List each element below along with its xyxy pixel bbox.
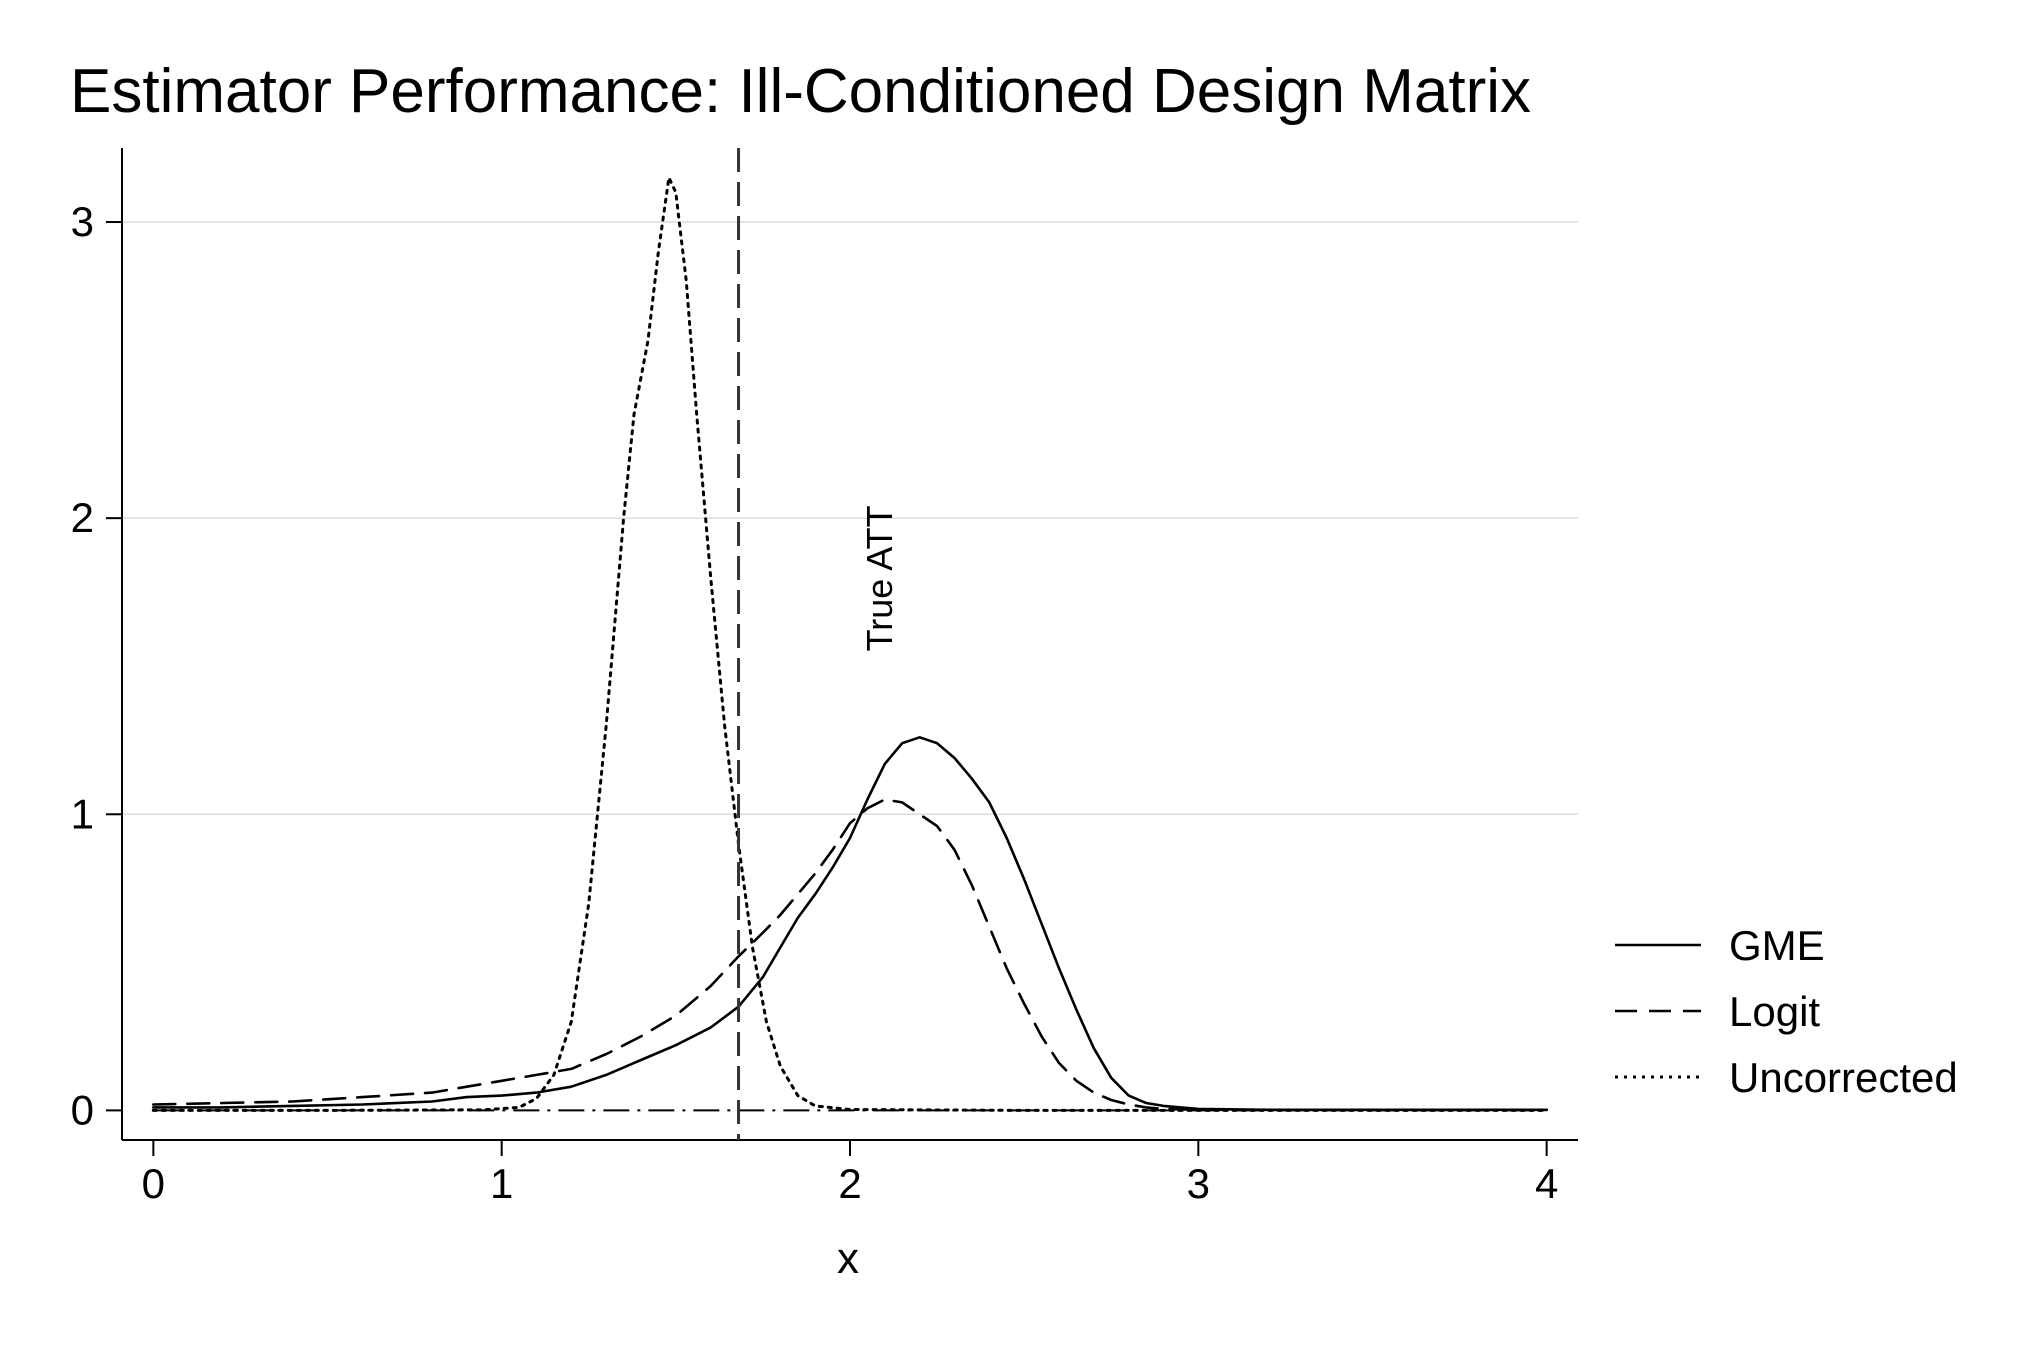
- axes: 0 1 2 3 0 1 2 3 4: [71, 148, 1578, 1207]
- legend-label-gme: GME: [1729, 922, 1825, 969]
- series: [151, 176, 1549, 1112]
- y-tick-label: 0: [71, 1086, 94, 1133]
- series-line-gme: [152, 735, 1548, 1112]
- legend: GME Logit Uncorrected: [1615, 922, 1958, 1101]
- x-axis-label: x: [837, 1234, 859, 1283]
- annotations: True ATT: [737, 148, 900, 1140]
- chart-title: Estimator Performance: Ill-Conditioned D…: [70, 57, 1531, 126]
- x-tick-label: 1: [490, 1160, 513, 1207]
- x-tick-label: 3: [1187, 1160, 1210, 1207]
- series-line-uncorrected: [151, 176, 1549, 1112]
- y-tick-label: 2: [71, 494, 94, 541]
- y-tick-label: 3: [71, 198, 94, 245]
- grid: [122, 221, 1578, 816]
- x-tick-label: 0: [142, 1160, 165, 1207]
- legend-label-logit: Logit: [1729, 988, 1820, 1035]
- reference-line-label: True ATT: [859, 505, 900, 651]
- series-line-logit: [152, 798, 1548, 1112]
- legend-label-uncorrected: Uncorrected: [1729, 1054, 1958, 1101]
- x-tick-label: 4: [1535, 1160, 1558, 1207]
- y-tick-label: 1: [71, 790, 94, 837]
- x-tick-label: 2: [838, 1160, 861, 1207]
